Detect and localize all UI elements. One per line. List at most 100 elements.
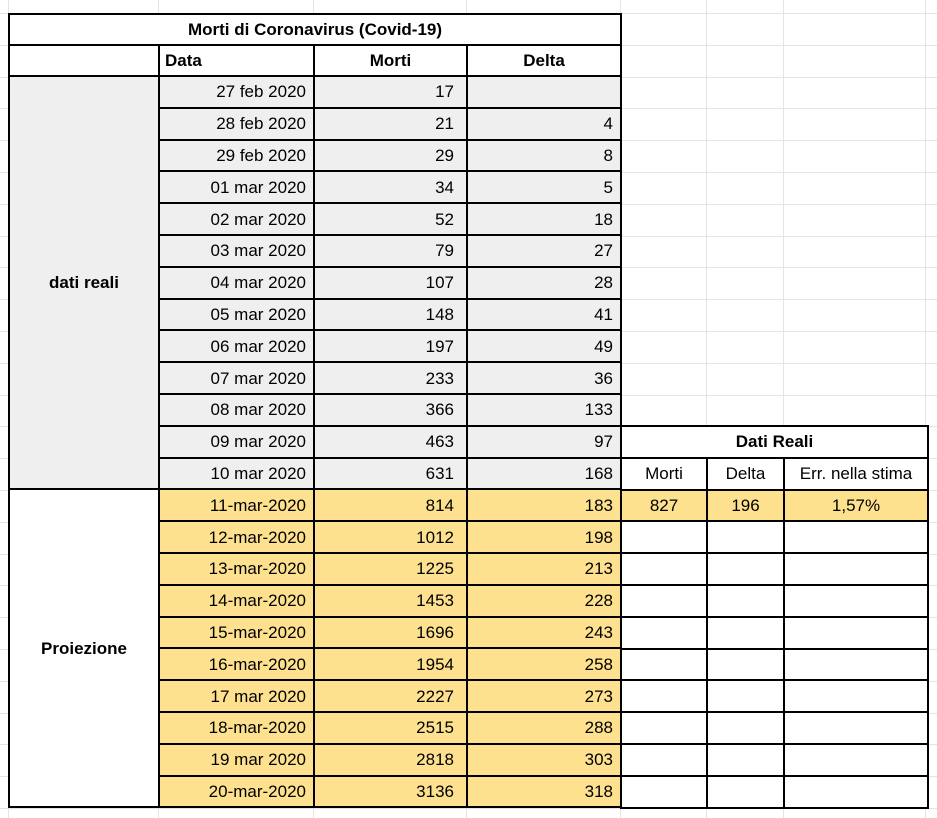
corner-cell[interactable] <box>8 44 160 77</box>
morti-cell[interactable]: 52 <box>313 202 468 236</box>
side-column-header[interactable]: Morti <box>620 456 708 491</box>
date-cell[interactable]: 18-mar-2020 <box>158 710 315 745</box>
delta-cell[interactable]: 8 <box>465 138 623 173</box>
side-column-header[interactable]: Delta <box>706 456 785 491</box>
section-label-cell[interactable]: Proiezione <box>8 488 160 809</box>
side-value-cell[interactable]: 827 <box>620 488 708 523</box>
delta-cell[interactable]: 273 <box>465 679 623 713</box>
date-cell[interactable]: 27 feb 2020 <box>158 75 315 109</box>
date-cell[interactable]: 19 mar 2020 <box>158 742 315 777</box>
morti-cell[interactable]: 21 <box>313 106 468 141</box>
date-cell[interactable]: 17 mar 2020 <box>158 679 315 713</box>
morti-cell[interactable]: 3136 <box>313 774 468 809</box>
empty-cell[interactable] <box>782 552 930 586</box>
delta-cell[interactable]: 5 <box>465 170 623 205</box>
morti-cell[interactable]: 463 <box>313 424 468 459</box>
empty-cell[interactable] <box>620 711 708 745</box>
empty-cell[interactable] <box>782 615 930 650</box>
delta-cell[interactable]: 213 <box>465 551 623 586</box>
date-cell[interactable]: 10 mar 2020 <box>158 456 315 491</box>
date-cell[interactable]: 13-mar-2020 <box>158 551 315 586</box>
empty-cell[interactable] <box>706 774 785 809</box>
delta-cell[interactable]: 28 <box>465 265 623 300</box>
morti-cell[interactable]: 1696 <box>313 615 468 650</box>
delta-cell[interactable]: 133 <box>465 392 623 427</box>
empty-cell[interactable] <box>782 520 930 555</box>
date-cell[interactable]: 16-mar-2020 <box>158 647 315 682</box>
date-cell[interactable]: 06 mar 2020 <box>158 329 315 364</box>
empty-cell[interactable] <box>782 711 930 745</box>
morti-cell[interactable]: 366 <box>313 392 468 427</box>
morti-cell[interactable]: 814 <box>313 488 468 523</box>
date-cell[interactable]: 12-mar-2020 <box>158 520 315 554</box>
empty-cell[interactable] <box>620 647 708 682</box>
morti-cell[interactable]: 1453 <box>313 583 468 618</box>
empty-cell[interactable] <box>706 742 785 777</box>
side-column-header[interactable]: Err. nella stima <box>782 456 930 491</box>
morti-cell[interactable]: 107 <box>313 265 468 300</box>
empty-cell[interactable] <box>706 711 785 745</box>
date-cell[interactable]: 09 mar 2020 <box>158 424 315 459</box>
empty-cell[interactable] <box>706 679 785 714</box>
section-label-cell[interactable]: dati reali <box>8 74 160 491</box>
date-cell[interactable]: 03 mar 2020 <box>158 233 315 268</box>
empty-cell[interactable] <box>620 742 708 777</box>
date-cell[interactable]: 07 mar 2020 <box>158 361 315 395</box>
empty-cell[interactable] <box>620 774 708 809</box>
date-cell[interactable]: 08 mar 2020 <box>158 392 315 427</box>
delta-cell[interactable]: 258 <box>465 647 623 682</box>
date-cell[interactable]: 20-mar-2020 <box>158 774 315 809</box>
column-header-data[interactable]: Data <box>158 44 315 77</box>
date-cell[interactable]: 14-mar-2020 <box>158 583 315 618</box>
delta-cell[interactable]: 243 <box>465 615 623 650</box>
date-cell[interactable]: 04 mar 2020 <box>158 265 315 300</box>
empty-cell[interactable] <box>620 615 708 650</box>
delta-cell[interactable]: 36 <box>465 361 623 395</box>
date-cell[interactable]: 02 mar 2020 <box>158 202 315 236</box>
delta-cell[interactable]: 318 <box>465 774 623 809</box>
empty-cell[interactable] <box>620 583 708 618</box>
delta-cell[interactable]: 168 <box>465 456 623 491</box>
empty-cell[interactable] <box>706 552 785 586</box>
morti-cell[interactable]: 2515 <box>313 710 468 745</box>
date-cell[interactable]: 15-mar-2020 <box>158 615 315 650</box>
morti-cell[interactable]: 1954 <box>313 647 468 682</box>
date-cell[interactable]: 01 mar 2020 <box>158 170 315 205</box>
column-header-morti[interactable]: Morti <box>313 44 468 77</box>
morti-cell[interactable]: 197 <box>313 329 468 364</box>
empty-cell[interactable] <box>706 520 785 555</box>
empty-cell[interactable] <box>706 647 785 682</box>
delta-cell[interactable] <box>465 75 623 109</box>
empty-cell[interactable] <box>782 742 930 777</box>
table-title[interactable]: Morti di Coronavirus (Covid-19) <box>7 13 623 46</box>
delta-cell[interactable]: 183 <box>465 488 623 523</box>
delta-cell[interactable]: 49 <box>465 329 623 364</box>
delta-cell[interactable]: 228 <box>465 583 623 618</box>
morti-cell[interactable]: 34 <box>313 170 468 205</box>
delta-cell[interactable]: 97 <box>465 424 623 459</box>
empty-cell[interactable] <box>620 520 708 555</box>
delta-cell[interactable]: 41 <box>465 297 623 332</box>
side-table-title[interactable]: Dati Reali <box>619 425 930 459</box>
empty-cell[interactable] <box>706 583 785 618</box>
date-cell[interactable]: 05 mar 2020 <box>158 297 315 332</box>
empty-cell[interactable] <box>620 679 708 714</box>
morti-cell[interactable]: 233 <box>313 361 468 395</box>
morti-cell[interactable]: 79 <box>313 233 468 268</box>
column-header-delta[interactable]: Delta <box>465 44 623 77</box>
morti-cell[interactable]: 29 <box>313 138 468 173</box>
morti-cell[interactable]: 631 <box>313 456 468 491</box>
delta-cell[interactable]: 303 <box>465 742 623 777</box>
morti-cell[interactable]: 2818 <box>313 742 468 777</box>
delta-cell[interactable]: 198 <box>465 520 623 554</box>
empty-cell[interactable] <box>782 679 930 714</box>
morti-cell[interactable]: 2227 <box>313 679 468 713</box>
morti-cell[interactable]: 17 <box>313 75 468 109</box>
date-cell[interactable]: 11-mar-2020 <box>158 488 315 523</box>
empty-cell[interactable] <box>620 552 708 586</box>
date-cell[interactable]: 28 feb 2020 <box>158 106 315 141</box>
delta-cell[interactable]: 27 <box>465 233 623 268</box>
delta-cell[interactable]: 18 <box>465 202 623 236</box>
empty-cell[interactable] <box>782 647 930 682</box>
morti-cell[interactable]: 148 <box>313 297 468 332</box>
